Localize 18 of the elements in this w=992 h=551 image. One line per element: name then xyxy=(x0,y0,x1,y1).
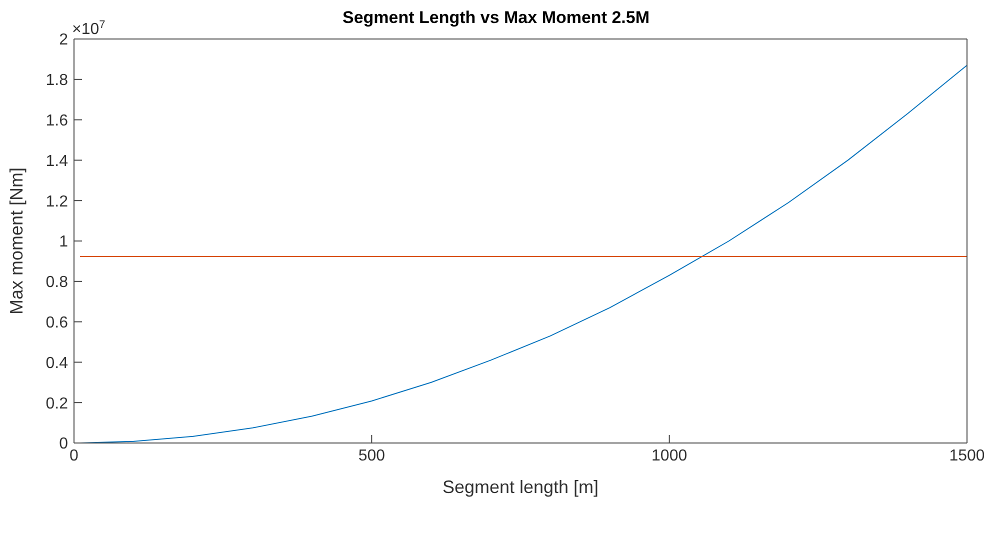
y-tick-label: 0.8 xyxy=(46,274,68,292)
y-tick-label: 1.4 xyxy=(46,152,68,170)
chart-title: Segment Length vs Max Moment 2.5M xyxy=(342,8,650,27)
x-axis-title: Segment length [m] xyxy=(442,477,599,497)
y-tick-label: 1 xyxy=(59,234,68,251)
y-tick-label: 1.2 xyxy=(46,193,68,210)
y-tick-label: 1.8 xyxy=(46,72,68,90)
y-tick-label: 0.4 xyxy=(46,354,68,372)
y-tick-label: 0.2 xyxy=(46,395,68,412)
y-tick-label: 0.6 xyxy=(46,314,68,332)
y-tick-label: 2 xyxy=(59,32,68,49)
y-axis-title: Max moment [Nm] xyxy=(6,167,26,315)
x-tick-label: 1000 xyxy=(652,447,688,464)
y-tick-label: 0 xyxy=(59,436,68,453)
x-tick-label: 1500 xyxy=(949,447,985,464)
text: ×10$^{7}$ xyxy=(72,19,106,38)
x-tick-label: 500 xyxy=(358,447,386,464)
y-tick-label: 1.6 xyxy=(46,112,68,130)
